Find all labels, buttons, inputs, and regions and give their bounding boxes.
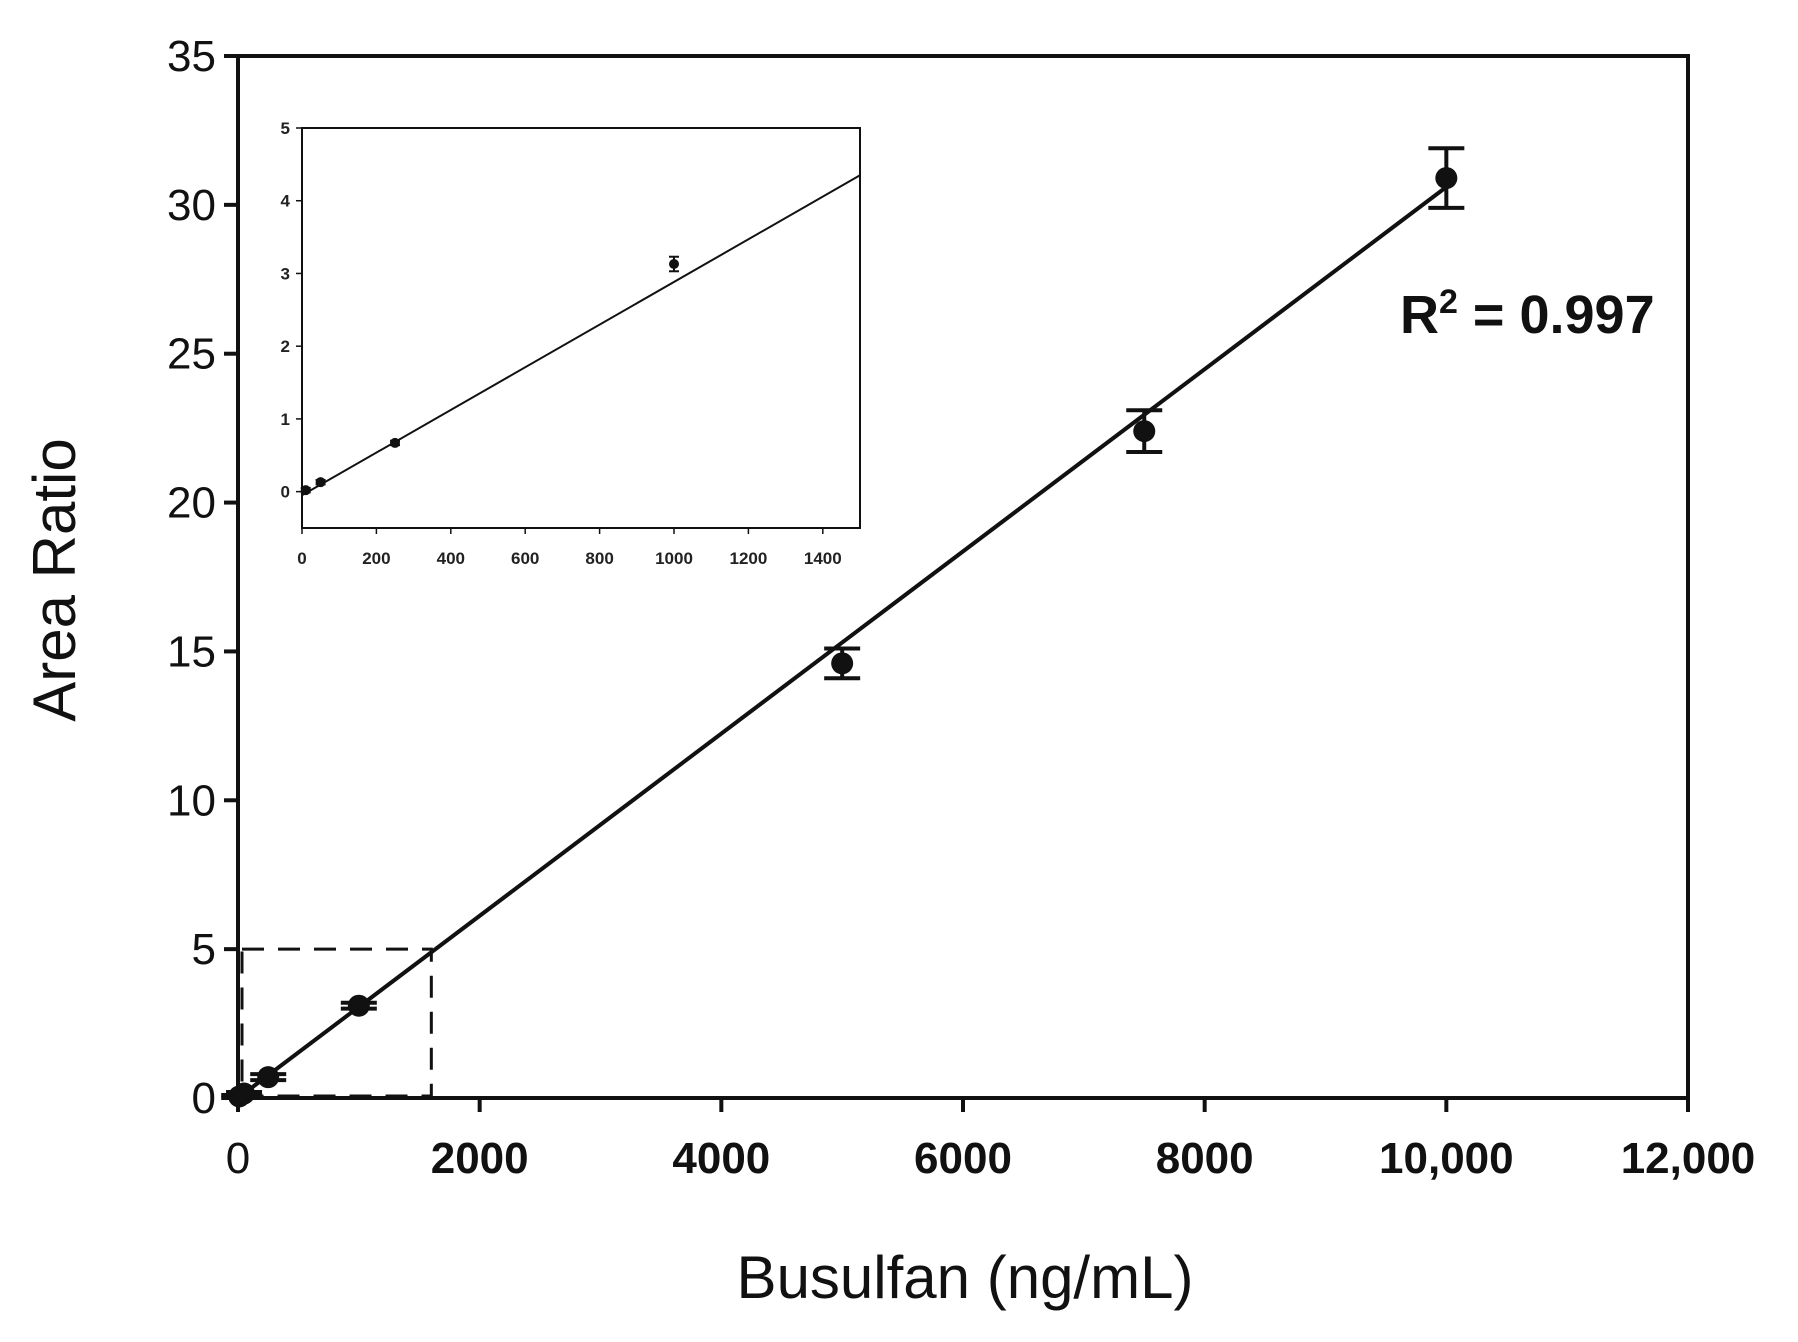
inset-y-tick-label: 3 bbox=[281, 264, 290, 283]
main-y-tick-label: 5 bbox=[192, 925, 216, 974]
r-squared-value: = 0.997 bbox=[1458, 285, 1655, 345]
main-data-point bbox=[1126, 408, 1163, 454]
main-x-tick-label: 6000 bbox=[914, 1134, 1012, 1183]
main-y-tick-label: 0 bbox=[192, 1074, 216, 1123]
inset-data-point bbox=[669, 255, 679, 273]
main-x-tick-label: 4000 bbox=[672, 1134, 770, 1183]
inset-x-tick-label: 200 bbox=[362, 549, 390, 568]
main-marker bbox=[1435, 167, 1458, 190]
main-marker bbox=[831, 652, 854, 675]
main-y-tick-label: 35 bbox=[167, 32, 216, 81]
main-data-point bbox=[226, 1082, 263, 1105]
inset-plot: 0 200 400 600 800 1000 1200 1400 0 1 2 3 4 5 bbox=[281, 119, 861, 568]
main-data-point bbox=[824, 646, 861, 681]
r-squared-superscript: 2 bbox=[1439, 283, 1458, 321]
inset-y-tick-label: 5 bbox=[281, 119, 290, 138]
inset-data-point bbox=[300, 485, 311, 496]
main-x-tick-label: 10,000 bbox=[1379, 1134, 1514, 1183]
main-marker bbox=[257, 1066, 280, 1089]
main-marker bbox=[1133, 420, 1156, 443]
inset-y-tick-label: 1 bbox=[281, 410, 290, 429]
inset-fit-line bbox=[301, 174, 861, 497]
main-x-tick-label: 8000 bbox=[1156, 1134, 1254, 1183]
main-x-tick-label: 2000 bbox=[431, 1134, 529, 1183]
inset-marker bbox=[300, 485, 311, 496]
main-y-tick-label: 20 bbox=[167, 479, 216, 528]
r-squared-prefix: R bbox=[1400, 285, 1439, 345]
main-data-point bbox=[250, 1066, 287, 1089]
inset-frame bbox=[301, 127, 861, 529]
x-axis-title: Busulfan (ng/mL) bbox=[737, 1244, 1194, 1311]
main-data-point bbox=[1428, 146, 1465, 210]
r-squared-annotation: R2 = 0.997 bbox=[1400, 283, 1655, 345]
main-y-tick-label: 25 bbox=[167, 330, 216, 379]
inset-y-tick-label: 4 bbox=[281, 192, 291, 211]
inset-x-tick-label: 800 bbox=[585, 549, 613, 568]
main-y-tick-label: 30 bbox=[167, 181, 216, 230]
main-x-tick-label: 0 bbox=[226, 1134, 250, 1183]
inset-x-tick-label: 400 bbox=[437, 549, 465, 568]
inset-marker bbox=[315, 477, 326, 488]
inset-marker bbox=[390, 437, 400, 448]
main-marker bbox=[347, 994, 370, 1017]
main-marker bbox=[233, 1082, 256, 1105]
y-axis-title: Area Ratio bbox=[21, 438, 88, 721]
inset-x-tick-label: 0 bbox=[297, 549, 306, 568]
main-x-tick-label: 12,000 bbox=[1621, 1134, 1756, 1183]
inset-y-tick-label: 2 bbox=[281, 337, 290, 356]
inset-x-tick-label: 1400 bbox=[804, 549, 842, 568]
inset-x-tick-label: 600 bbox=[511, 549, 539, 568]
inset-y-tick-label: 0 bbox=[281, 483, 290, 502]
inset-x-tick-label: 1000 bbox=[655, 549, 693, 568]
inset-data-point bbox=[315, 477, 326, 488]
main-fit-line bbox=[236, 185, 1448, 1100]
inset-data-point bbox=[390, 437, 400, 448]
inset-x-tick-label: 1200 bbox=[729, 549, 767, 568]
main-frame bbox=[236, 54, 1690, 1100]
main-plot: 0 2000 4000 6000 8000 10,000 12,00005101520253… bbox=[167, 32, 1755, 1183]
main-data-point bbox=[340, 994, 377, 1017]
inset-marker bbox=[669, 259, 679, 269]
main-y-tick-label: 15 bbox=[167, 627, 216, 676]
main-y-tick-label: 10 bbox=[167, 776, 216, 825]
zoom-region-box bbox=[240, 947, 433, 1098]
